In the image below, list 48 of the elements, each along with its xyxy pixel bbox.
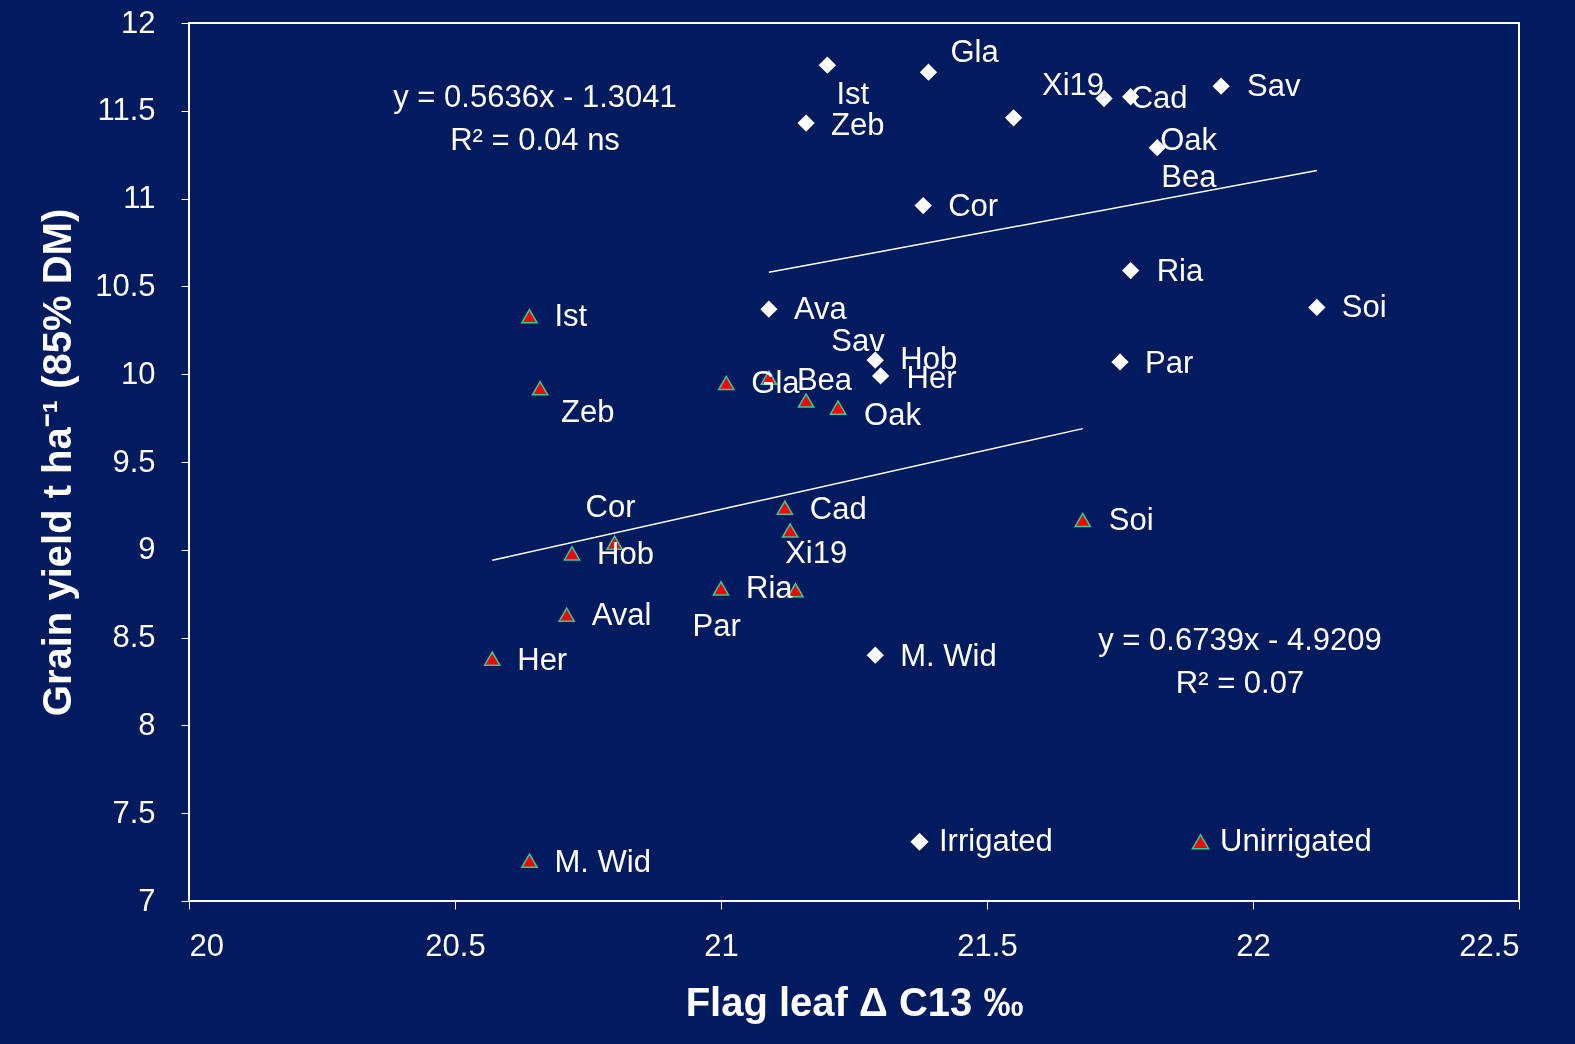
annotation: Ist (554, 298, 588, 334)
annotation: R² = 0.04 ns (450, 122, 620, 157)
y-tick-label: 12 (121, 4, 156, 40)
y-tick-label: 10 (121, 355, 156, 391)
annotation: Soi (1108, 501, 1154, 537)
legend-label: Irrigated (939, 822, 1053, 858)
annotation: y = 0.6739x - 4.9209 (1098, 622, 1382, 657)
annotation: Her (517, 641, 568, 677)
annotation: y = 0.5636x - 1.3041 (393, 79, 677, 114)
y-tick-label: 11 (123, 180, 156, 216)
y-tick-label: 8.5 (112, 619, 156, 655)
annotation: Oak (1160, 121, 1218, 157)
annotation: M. Wid (900, 638, 997, 674)
annotation: Par (1145, 344, 1194, 380)
annotation: Ria (1156, 252, 1204, 288)
annotation: R² = 0.07 (1175, 665, 1305, 700)
annotation: Hob (597, 536, 654, 572)
annotation: Bea (1161, 158, 1218, 194)
y-tick-label: 9 (138, 531, 156, 567)
annotation: Oak (864, 396, 922, 432)
annotation: Gla (950, 34, 1000, 70)
x-axis-title: Flag leaf Δ C13 ‰ (685, 979, 1024, 1024)
annotation: Xi19 (1042, 66, 1105, 102)
y-tick-label: 11.5 (97, 92, 156, 128)
annotation: Sav (1247, 68, 1301, 104)
x-tick-label: 22.5 (1459, 927, 1520, 963)
x-tick-label: 21.5 (957, 927, 1018, 963)
y-axis-title: Grain yield t ha⁻¹ (85% DM) (35, 208, 80, 717)
y-tick-label: 8 (138, 706, 156, 742)
annotation: Cad (809, 490, 867, 526)
annotation: Soi (1341, 289, 1387, 325)
x-tick-label: 20.5 (425, 927, 486, 963)
y-tick-label: 10.5 (95, 267, 156, 303)
annotation: Cor (948, 187, 999, 223)
annotation: Aval (591, 596, 652, 632)
y-tick-label: 7 (138, 882, 156, 918)
annotation: M. Wid (554, 843, 651, 879)
annotation: Cor (585, 488, 636, 524)
y-tick-label: 9.5 (112, 443, 156, 479)
x-tick-label: 22 (1236, 927, 1271, 963)
x-tick-label: 21 (704, 927, 739, 963)
x-tick-label: 20 (189, 927, 224, 963)
y-tick-label: 7.5 (112, 794, 156, 830)
annotation: Par (692, 608, 741, 644)
annotation: Ria (746, 570, 794, 606)
legend-label: Unirrigated (1220, 822, 1372, 858)
annotation: Xi19 (785, 535, 848, 571)
annotation: Zeb (561, 394, 615, 430)
